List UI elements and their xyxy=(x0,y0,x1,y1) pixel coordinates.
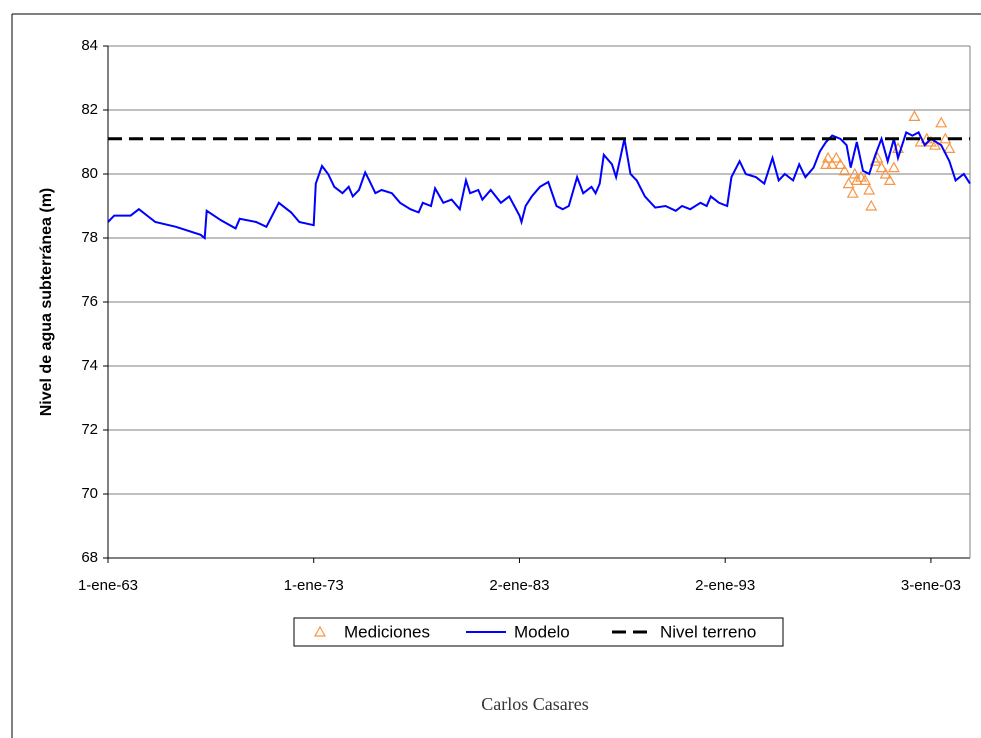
measurement-marker xyxy=(834,158,847,169)
measurement-marker xyxy=(875,161,888,173)
model-line xyxy=(107,130,971,240)
measurement-marker xyxy=(863,183,876,195)
y-axis-title: Nivel de agua subterránea (m) xyxy=(38,188,55,417)
measurement-marker xyxy=(883,174,896,185)
measurement-marker xyxy=(859,174,872,185)
measurement-marker xyxy=(838,164,851,176)
measurement-marker xyxy=(939,132,952,144)
measurement-marker xyxy=(887,161,900,173)
measurement-marker xyxy=(846,186,859,198)
x-tick-label: 3-ene-03 xyxy=(901,577,961,594)
y-tick-label: 82 xyxy=(81,101,98,118)
measurement-marker xyxy=(826,158,839,169)
measurement-marker xyxy=(850,174,863,185)
measurement-marker xyxy=(854,170,867,182)
measurement-marker xyxy=(908,110,921,121)
measurement-marker xyxy=(865,199,878,211)
y-tick-label: 74 xyxy=(81,357,98,374)
x-tick-label: 1-ene-73 xyxy=(284,577,344,594)
y-tick-label: 76 xyxy=(81,293,98,310)
legend-label: Modelo xyxy=(514,622,570,641)
legend-box xyxy=(293,617,784,647)
measurement-marker xyxy=(935,116,948,128)
measurement-marker xyxy=(819,158,833,169)
measurement-marker xyxy=(822,151,835,163)
y-tick-label: 68 xyxy=(81,549,98,566)
measurement-marker xyxy=(842,177,855,189)
y-tick-label: 80 xyxy=(81,165,98,182)
x-tick-label: 1-ene-63 xyxy=(78,577,138,594)
measurement-marker xyxy=(929,138,942,150)
y-tick-label: 84 xyxy=(81,37,98,54)
legend-label: Mediciones xyxy=(344,622,430,641)
x-tick-label: 2-ene-93 xyxy=(695,577,755,594)
legend-marker xyxy=(313,625,327,637)
y-tick-label: 72 xyxy=(81,421,98,438)
measurement-marker xyxy=(943,142,956,153)
x-tick-label: 2-ene-83 xyxy=(489,577,549,594)
legend-label: Nivel terreno xyxy=(660,622,756,641)
caption: Carlos Casares xyxy=(481,694,588,714)
measurement-marker xyxy=(830,151,843,163)
y-tick-label: 70 xyxy=(81,485,98,502)
measurement-marker xyxy=(879,167,892,179)
y-tick-label: 78 xyxy=(81,229,98,246)
